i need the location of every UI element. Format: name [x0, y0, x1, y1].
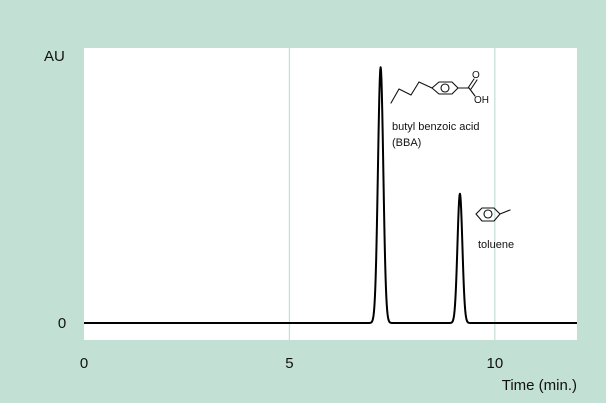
oxygen-label: O: [472, 70, 480, 81]
x-axis-label: Time (min.): [502, 377, 577, 394]
x-tick-label: 10: [486, 355, 503, 372]
plot-area: [84, 48, 577, 340]
toluene-structure-icon: [475, 207, 511, 222]
bba-label: butyl benzoic acid: [392, 121, 479, 133]
x-tick-label: 0: [80, 355, 88, 372]
toluene-label: toluene: [478, 239, 514, 251]
y-tick-label: 0: [58, 315, 66, 332]
tick-labels: 0 5 10 0: [58, 315, 503, 372]
bba-structure-icon: O OH: [390, 70, 489, 106]
y-axis-label: AU: [44, 48, 65, 65]
x-tick-label: 5: [285, 355, 293, 372]
bba-abbrev-label: (BBA): [392, 137, 421, 149]
hydroxyl-label: OH: [474, 95, 489, 106]
chromatogram-trace: [83, 66, 578, 324]
gridlines: [288, 48, 496, 340]
